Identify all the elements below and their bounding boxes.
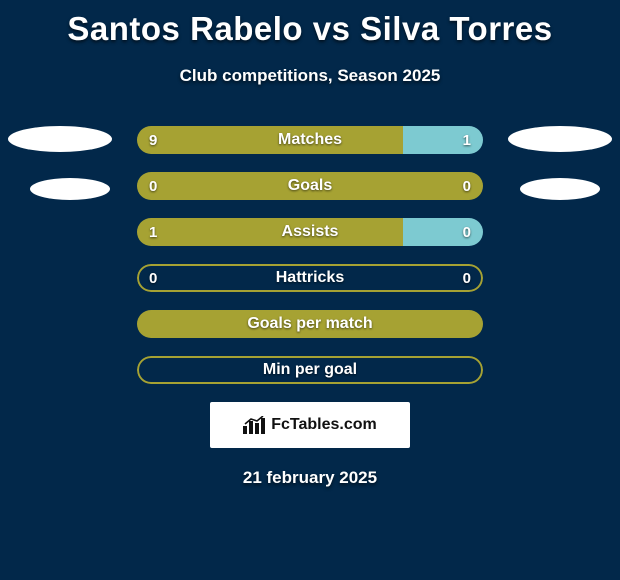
player1-ellipse-top (8, 126, 112, 152)
stat-bars: 91Matches 00Goals 10Assists 00Hattricks Goal… (137, 126, 483, 384)
stat-row: 10Assists (137, 218, 483, 246)
fctables-badge: FcTables.com (210, 402, 410, 448)
stat-row: 00Hattricks (137, 264, 483, 292)
page-title: Santos Rabelo vs Silva Torres (0, 10, 620, 48)
player2-ellipse-top (508, 126, 612, 152)
stat-row: Min per goal (137, 356, 483, 384)
stat-bar-right (403, 218, 483, 246)
stat-row: 00Goals (137, 172, 483, 200)
player1-ellipse-bottom (30, 178, 110, 200)
stat-bar-left (137, 310, 483, 338)
stat-row: 91Matches (137, 126, 483, 154)
stat-bar-left (137, 172, 483, 200)
stat-bar-outline (137, 264, 483, 292)
stat-bar-left (137, 218, 403, 246)
stat-bar-left (137, 126, 403, 154)
fctables-badge-text: FcTables.com (271, 416, 377, 434)
stat-bar-right (403, 126, 483, 154)
player2-ellipse-bottom (520, 178, 600, 200)
fctables-logo-icon (243, 416, 265, 434)
stat-row: Goals per match (137, 310, 483, 338)
comparison-infographic: Santos Rabelo vs Silva Torres Club compe… (0, 0, 620, 580)
infographic-date: 21 february 2025 (0, 468, 620, 488)
stat-bar-outline (137, 356, 483, 384)
page-subtitle: Club competitions, Season 2025 (0, 66, 620, 86)
